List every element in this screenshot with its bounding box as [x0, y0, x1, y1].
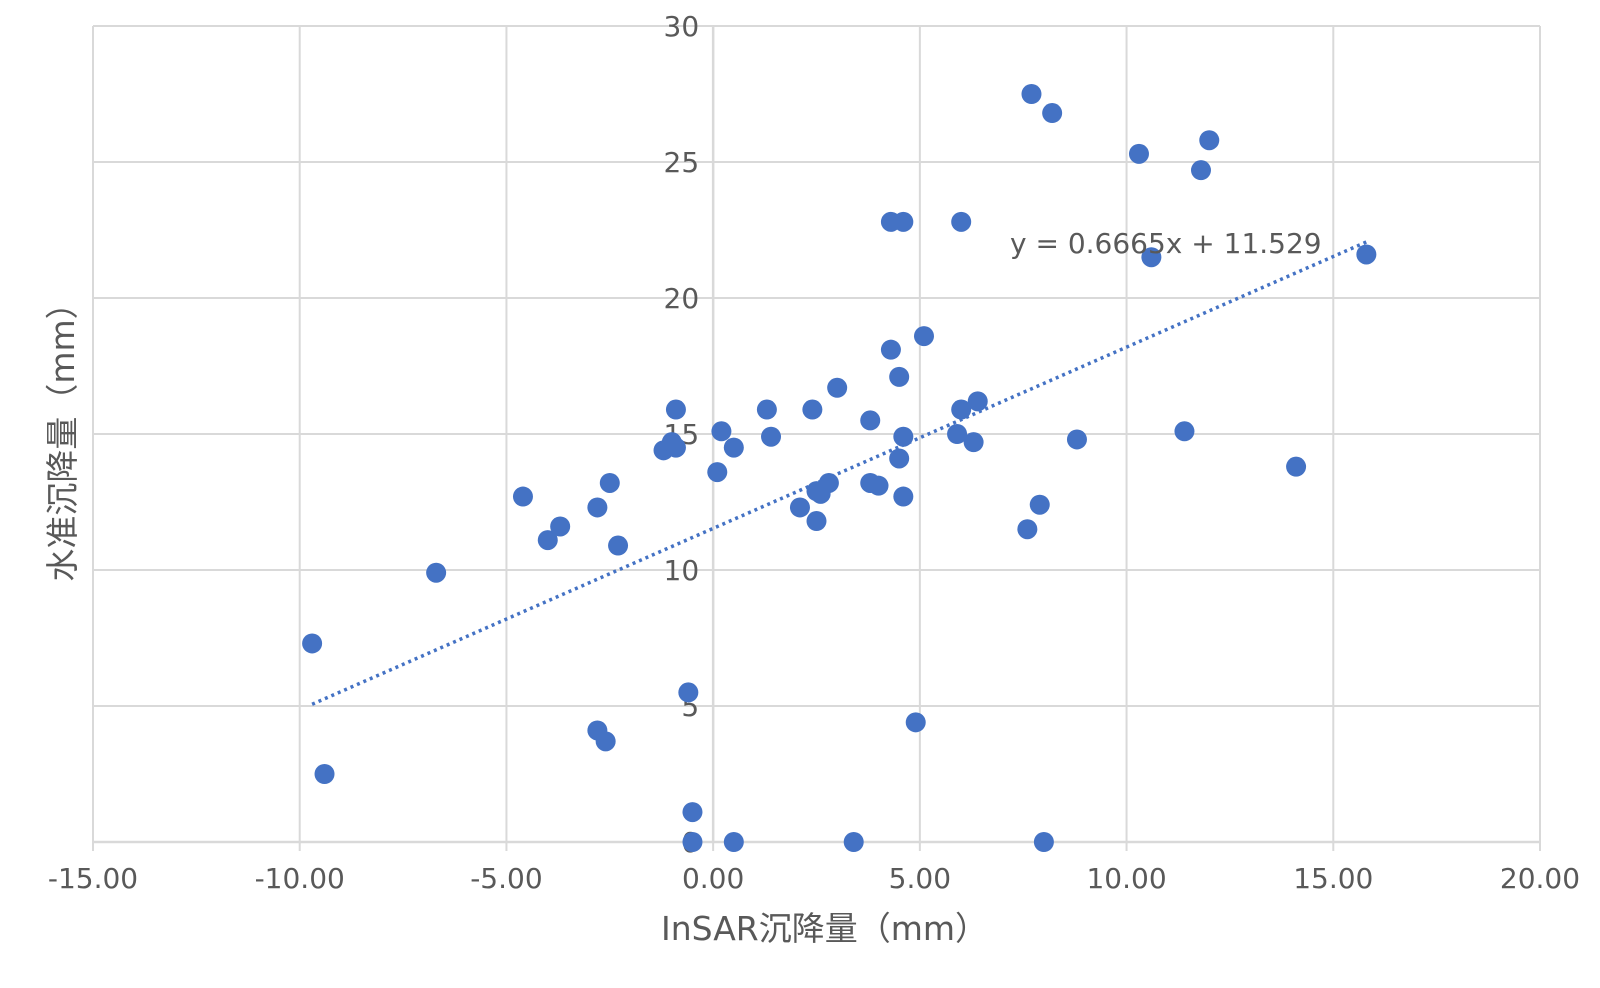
data-point [595, 731, 616, 752]
trendline-equation-label: y = 0.6665x + 11.529 [1010, 227, 1322, 260]
x-tick-label: -15.00 [48, 862, 138, 895]
data-point [707, 462, 728, 483]
y-tick-label: 10 [664, 554, 700, 587]
x-axis-title: InSAR沉降量（mm） [661, 909, 988, 948]
data-point [893, 211, 914, 232]
data-point [806, 511, 827, 532]
points-layer [302, 84, 1377, 852]
data-point [860, 410, 881, 431]
data-point [665, 437, 686, 458]
data-point [682, 832, 703, 852]
data-point [723, 437, 744, 458]
axis-layer: -15.00 -10.00 -5.00 0.00 5.00 10.00 15.00 20.00… [48, 10, 1580, 895]
data-point [608, 535, 629, 556]
data-point [314, 764, 335, 784]
x-tick-label: 15.00 [1293, 862, 1373, 895]
y-tick-label: 25 [664, 146, 700, 179]
trendline-layer [311, 240, 1368, 706]
x-tick-label: 20.00 [1500, 862, 1580, 895]
x-tick-label: -5.00 [470, 862, 542, 895]
data-point [537, 530, 558, 551]
data-point [761, 426, 782, 447]
data-point [1174, 421, 1195, 442]
label-layer: InSAR沉降量（mm） 水准沉降量（mm） y = 0.6665x + 11.… [43, 227, 1322, 948]
data-point [967, 391, 988, 412]
data-point [1042, 103, 1063, 124]
grid-layer [92, 25, 1541, 843]
data-point [889, 448, 910, 469]
data-point [843, 832, 864, 852]
data-point [512, 486, 533, 507]
x-tick-label: -10.00 [255, 862, 345, 895]
x-tick-label: 10.00 [1086, 862, 1166, 895]
x-tick-label: 5.00 [889, 862, 951, 895]
data-point [723, 832, 744, 852]
y-tick-label: 20 [664, 282, 700, 315]
data-point [1017, 519, 1038, 540]
data-point [889, 366, 910, 387]
data-point [905, 712, 926, 733]
data-point [951, 211, 972, 232]
data-point [665, 399, 686, 420]
data-point [587, 497, 608, 518]
data-point [789, 497, 810, 518]
data-point [1128, 143, 1149, 164]
data-point [302, 633, 323, 654]
data-point [711, 421, 732, 442]
data-point [827, 377, 848, 398]
data-point [893, 426, 914, 447]
data-point [678, 682, 699, 703]
data-point [1021, 84, 1042, 104]
data-point [951, 399, 972, 420]
data-point [1190, 160, 1211, 181]
y-axis-title: 水准沉降量（mm） [43, 286, 82, 581]
data-point [1033, 832, 1054, 852]
data-point [963, 432, 984, 453]
x-tick-label: 0.00 [682, 862, 744, 895]
data-point [818, 472, 839, 493]
data-point [880, 339, 901, 360]
data-point [802, 399, 823, 420]
data-point [550, 516, 571, 537]
data-point [1141, 247, 1162, 268]
data-point [1199, 130, 1220, 151]
data-point [1286, 456, 1307, 477]
data-point [1066, 429, 1087, 450]
data-point [947, 424, 968, 444]
data-point [868, 475, 889, 496]
data-point [756, 399, 777, 420]
data-point [893, 486, 914, 507]
data-point [913, 326, 934, 347]
data-point [1029, 494, 1050, 515]
y-tick-label: 30 [664, 10, 700, 43]
data-point [599, 472, 620, 493]
trendline [311, 240, 1368, 706]
data-point [426, 562, 447, 583]
data-point [1356, 244, 1377, 265]
data-point [682, 802, 703, 823]
